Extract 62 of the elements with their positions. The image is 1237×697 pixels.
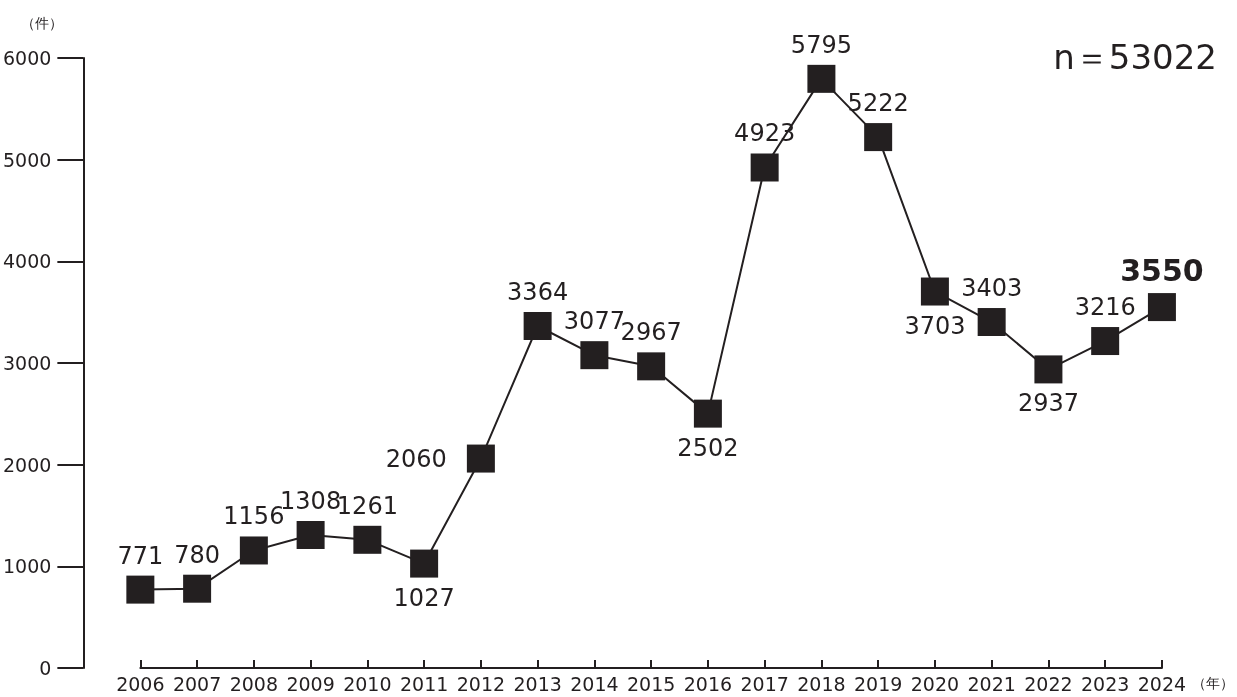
x-tick-label: 2007 [172, 672, 222, 695]
x-tick-label: 2016 [683, 672, 733, 695]
y-tick-label: 6000 [2, 47, 52, 69]
x-tick-label: 2017 [740, 672, 789, 695]
data-label: 3216 [1074, 293, 1136, 322]
point [183, 574, 212, 603]
point [523, 311, 552, 340]
point [466, 444, 495, 473]
data-label: 2502 [677, 433, 739, 462]
point [239, 536, 268, 565]
y-tick-label: 5000 [2, 148, 52, 171]
point [1034, 355, 1063, 384]
x-tick-label: 2011 [399, 672, 449, 695]
x-axis-title: （年） [1192, 675, 1234, 691]
y-axis-title: （件） [21, 15, 64, 31]
x-tick-label: 2021 [967, 672, 1016, 695]
x-tick-label: 2012 [456, 672, 506, 695]
data-label: 3550 [1120, 252, 1204, 288]
x-tick-label: 2023 [1080, 672, 1130, 695]
x-tick-label: 2015 [626, 672, 676, 695]
point [637, 352, 666, 381]
data-label: 3364 [507, 277, 569, 306]
point [750, 153, 779, 182]
point [296, 521, 325, 550]
data-label: 780 [174, 540, 221, 569]
point [693, 399, 722, 428]
x-tick-label: 2008 [229, 672, 279, 695]
data-label: 1027 [393, 583, 455, 612]
data-label: 2060 [385, 444, 447, 473]
point [920, 277, 949, 306]
x-tick-label: 2006 [116, 672, 165, 695]
data-label: 3403 [961, 274, 1023, 303]
x-tick-label: 2024 [1137, 672, 1187, 695]
point [807, 64, 836, 93]
point [580, 341, 609, 370]
annotation: n＝53022 [1053, 37, 1218, 77]
x-tick-label: 2022 [1024, 672, 1073, 695]
x-tick-label: 2020 [910, 672, 960, 695]
x-tick-label: 2018 [797, 672, 846, 695]
data-label: 5795 [790, 30, 852, 59]
x-tick-label: 2013 [513, 672, 562, 695]
x-tick-label: 2019 [853, 672, 903, 695]
point [1147, 293, 1176, 322]
point [864, 123, 893, 152]
point [1091, 327, 1120, 356]
x-tick-label: 2010 [343, 672, 392, 695]
y-tick-label: 0 [39, 657, 52, 679]
data-label: 2937 [1017, 389, 1079, 418]
point [410, 549, 439, 578]
data-label: 771 [117, 541, 164, 570]
y-tick-label: 2000 [2, 453, 52, 476]
point [977, 308, 1006, 337]
data-label: 2967 [620, 318, 682, 347]
data-label: 3703 [904, 311, 966, 340]
x-tick-label: 2014 [570, 672, 619, 695]
point [353, 525, 382, 554]
point [126, 575, 155, 604]
y-tick-label: 4000 [2, 250, 52, 273]
y-tick-label: 3000 [2, 352, 52, 374]
x-tick-label: 2009 [286, 672, 335, 695]
y-tick-label: 1000 [2, 555, 52, 578]
data-label: 5222 [847, 89, 909, 118]
